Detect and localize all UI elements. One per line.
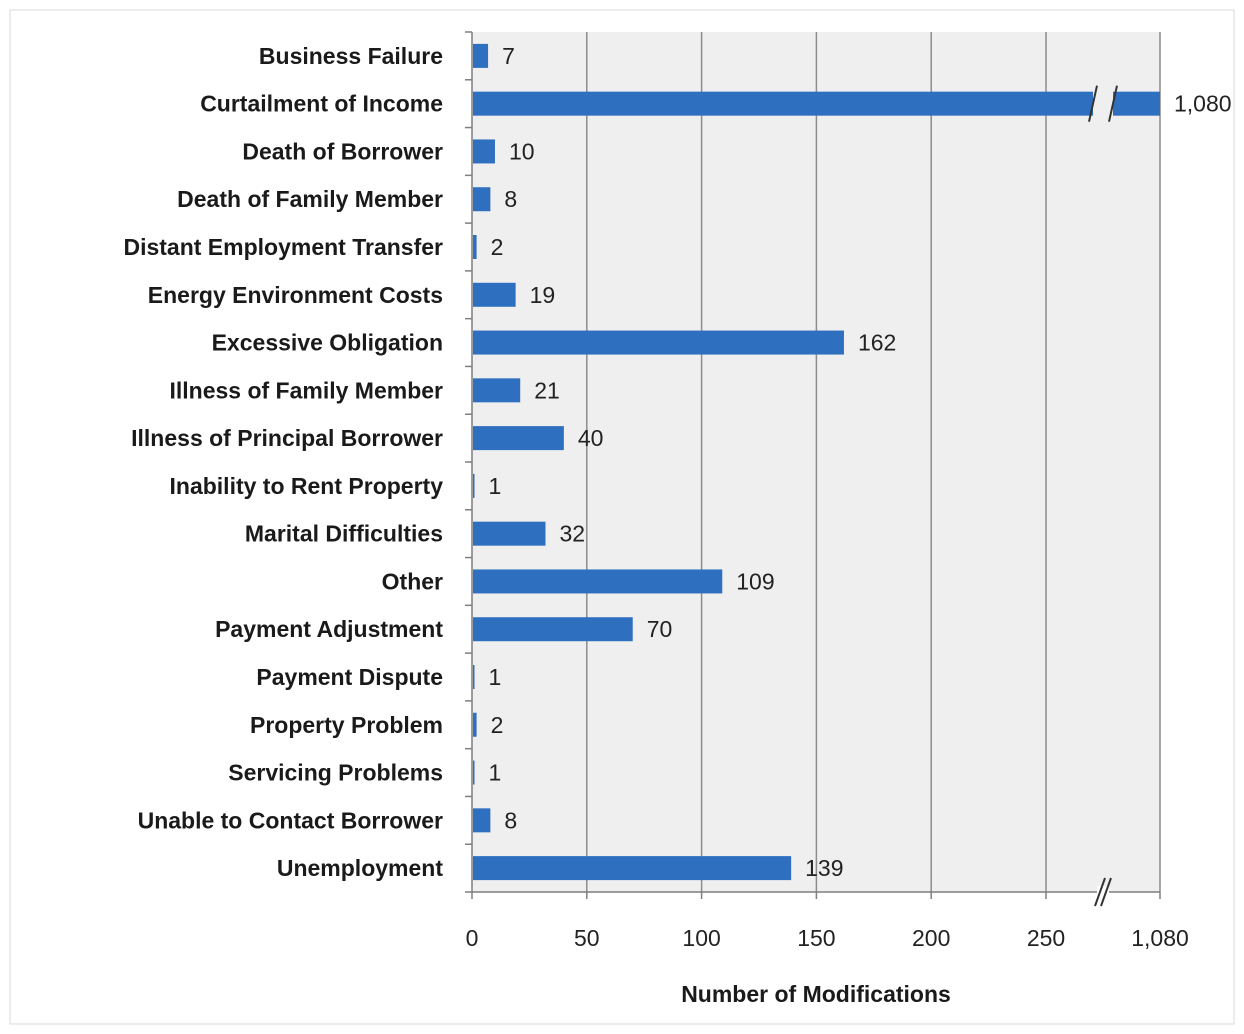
bar <box>473 473 475 498</box>
bar <box>473 91 1160 116</box>
bar <box>473 235 477 259</box>
bar <box>473 569 723 594</box>
bar <box>473 43 489 68</box>
category-label: Unemployment <box>277 855 443 881</box>
category-label: Illness of Family Member <box>169 377 443 403</box>
value-label: 2 <box>491 712 504 738</box>
value-label: 1 <box>489 664 502 690</box>
category-label: Excessive Obligation <box>212 330 443 356</box>
x-tick-label: 200 <box>912 925 950 951</box>
bar <box>473 187 491 212</box>
value-label: 2 <box>491 234 504 260</box>
x-tick-label: 50 <box>574 925 600 951</box>
x-tick-labels: 0 50 100 150 200 250 1,080 <box>466 925 1189 951</box>
bar <box>473 760 475 785</box>
axis-break-gap <box>1097 886 1109 898</box>
category-label: Business Failure <box>259 43 443 69</box>
category-label: Death of Borrower <box>242 138 443 164</box>
bar <box>473 330 844 355</box>
value-label: 8 <box>504 186 517 212</box>
category-label: Payment Dispute <box>256 664 443 690</box>
bar-break-mark <box>1108 85 1118 122</box>
category-label: Unable to Contact Borrower <box>138 807 443 833</box>
x-tick-label: 100 <box>682 925 720 951</box>
value-label: 32 <box>559 521 585 547</box>
bar <box>473 617 633 642</box>
bar <box>473 808 491 833</box>
value-label: 10 <box>509 138 535 164</box>
category-label: Other <box>382 568 443 594</box>
category-label: Energy Environment Costs <box>148 282 443 308</box>
value-label: 109 <box>736 568 774 594</box>
axis-break-mark <box>1094 877 1106 907</box>
x-tick-label: 1,080 <box>1131 925 1189 951</box>
bar <box>473 378 521 403</box>
category-label: Payment Adjustment <box>215 616 443 642</box>
category-labels: Business Failure Curtailment of Income Dea… <box>123 43 443 881</box>
category-label: Marital Difficulties <box>245 521 443 547</box>
grid-lines <box>586 32 1161 892</box>
bar <box>473 139 495 164</box>
axes <box>465 31 1161 907</box>
bar <box>473 712 477 737</box>
value-label: 70 <box>647 616 673 642</box>
value-label: 21 <box>534 377 560 403</box>
category-label: Servicing Problems <box>228 760 443 786</box>
x-tick-label: 0 <box>466 925 479 951</box>
bar <box>473 282 516 307</box>
category-label: Property Problem <box>250 712 443 738</box>
category-label: Distant Employment Transfer <box>123 234 443 260</box>
value-label: 139 <box>805 855 843 881</box>
bar <box>473 521 546 546</box>
bar-break-mark <box>1088 85 1098 122</box>
bar <box>473 856 792 881</box>
category-label: Inability to Rent Property <box>170 473 444 499</box>
category-label: Death of Family Member <box>177 186 443 212</box>
bar-break-gap <box>1093 90 1113 117</box>
axis-break-mark <box>1100 877 1112 907</box>
category-label: Illness of Principal Borrower <box>131 425 443 451</box>
x-tick-label: 150 <box>797 925 835 951</box>
value-label: 19 <box>530 282 556 308</box>
value-label: 40 <box>578 425 604 451</box>
category-label: Curtailment of Income <box>200 91 443 117</box>
value-label: 1 <box>489 473 502 499</box>
bars <box>473 43 1160 881</box>
value-label: 162 <box>858 330 896 356</box>
value-label: 1,080 <box>1174 91 1232 117</box>
x-axis-title: Number of Modifications <box>681 981 951 1007</box>
bar <box>473 665 475 689</box>
value-label: 8 <box>504 807 517 833</box>
value-label: 1 <box>489 760 502 786</box>
x-tick-label: 250 <box>1027 925 1065 951</box>
value-label: 7 <box>502 43 515 69</box>
bar <box>473 426 564 451</box>
